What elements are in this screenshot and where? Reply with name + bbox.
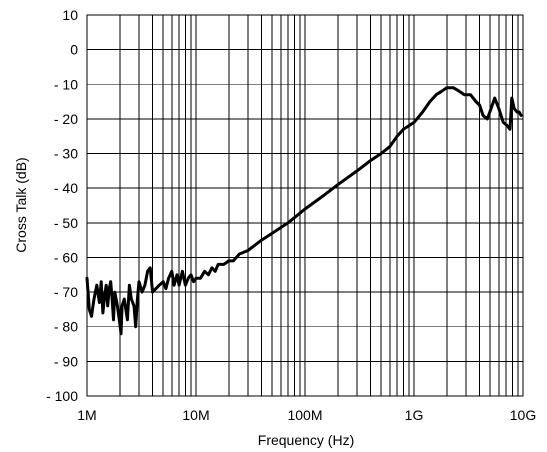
y-tick-label: 10 (62, 7, 78, 23)
y-tick-label: - 50 (54, 215, 78, 231)
x-axis-label: Frequency (Hz) (258, 432, 354, 448)
y-tick-label: - 100 (46, 388, 78, 404)
x-tick-label: 100M (287, 407, 322, 423)
series-group (85, 86, 523, 336)
y-tick-labels: 10 0 - 10 - 20 - 30 - 40 - 50 - 60 - 70 - 80 - 90 -… (46, 7, 78, 404)
y-tick-label: 0 (70, 42, 78, 58)
y-axis-label: Cross Talk (dB) (13, 157, 29, 252)
series-line-cross-talk (85, 86, 523, 336)
y-tick-label: - 40 (54, 180, 78, 196)
y-tick-label: - 10 (54, 76, 78, 92)
y-tick-label: - 20 (54, 111, 78, 127)
x-tick-labels: 1M 10M 100M 1G 10G (77, 407, 536, 423)
x-tick-label: 1M (77, 407, 96, 423)
y-tick-label: - 80 (54, 319, 78, 335)
plot-frame (86, 14, 524, 397)
y-tick-label: - 90 (54, 353, 78, 369)
x-tick-label: 10G (510, 407, 536, 423)
x-tick-label: 1G (405, 407, 424, 423)
y-tick-label: - 70 (54, 284, 78, 300)
y-tick-label: - 30 (54, 146, 78, 162)
y-tick-label: - 60 (54, 249, 78, 265)
x-tick-label: 10M (182, 407, 209, 423)
